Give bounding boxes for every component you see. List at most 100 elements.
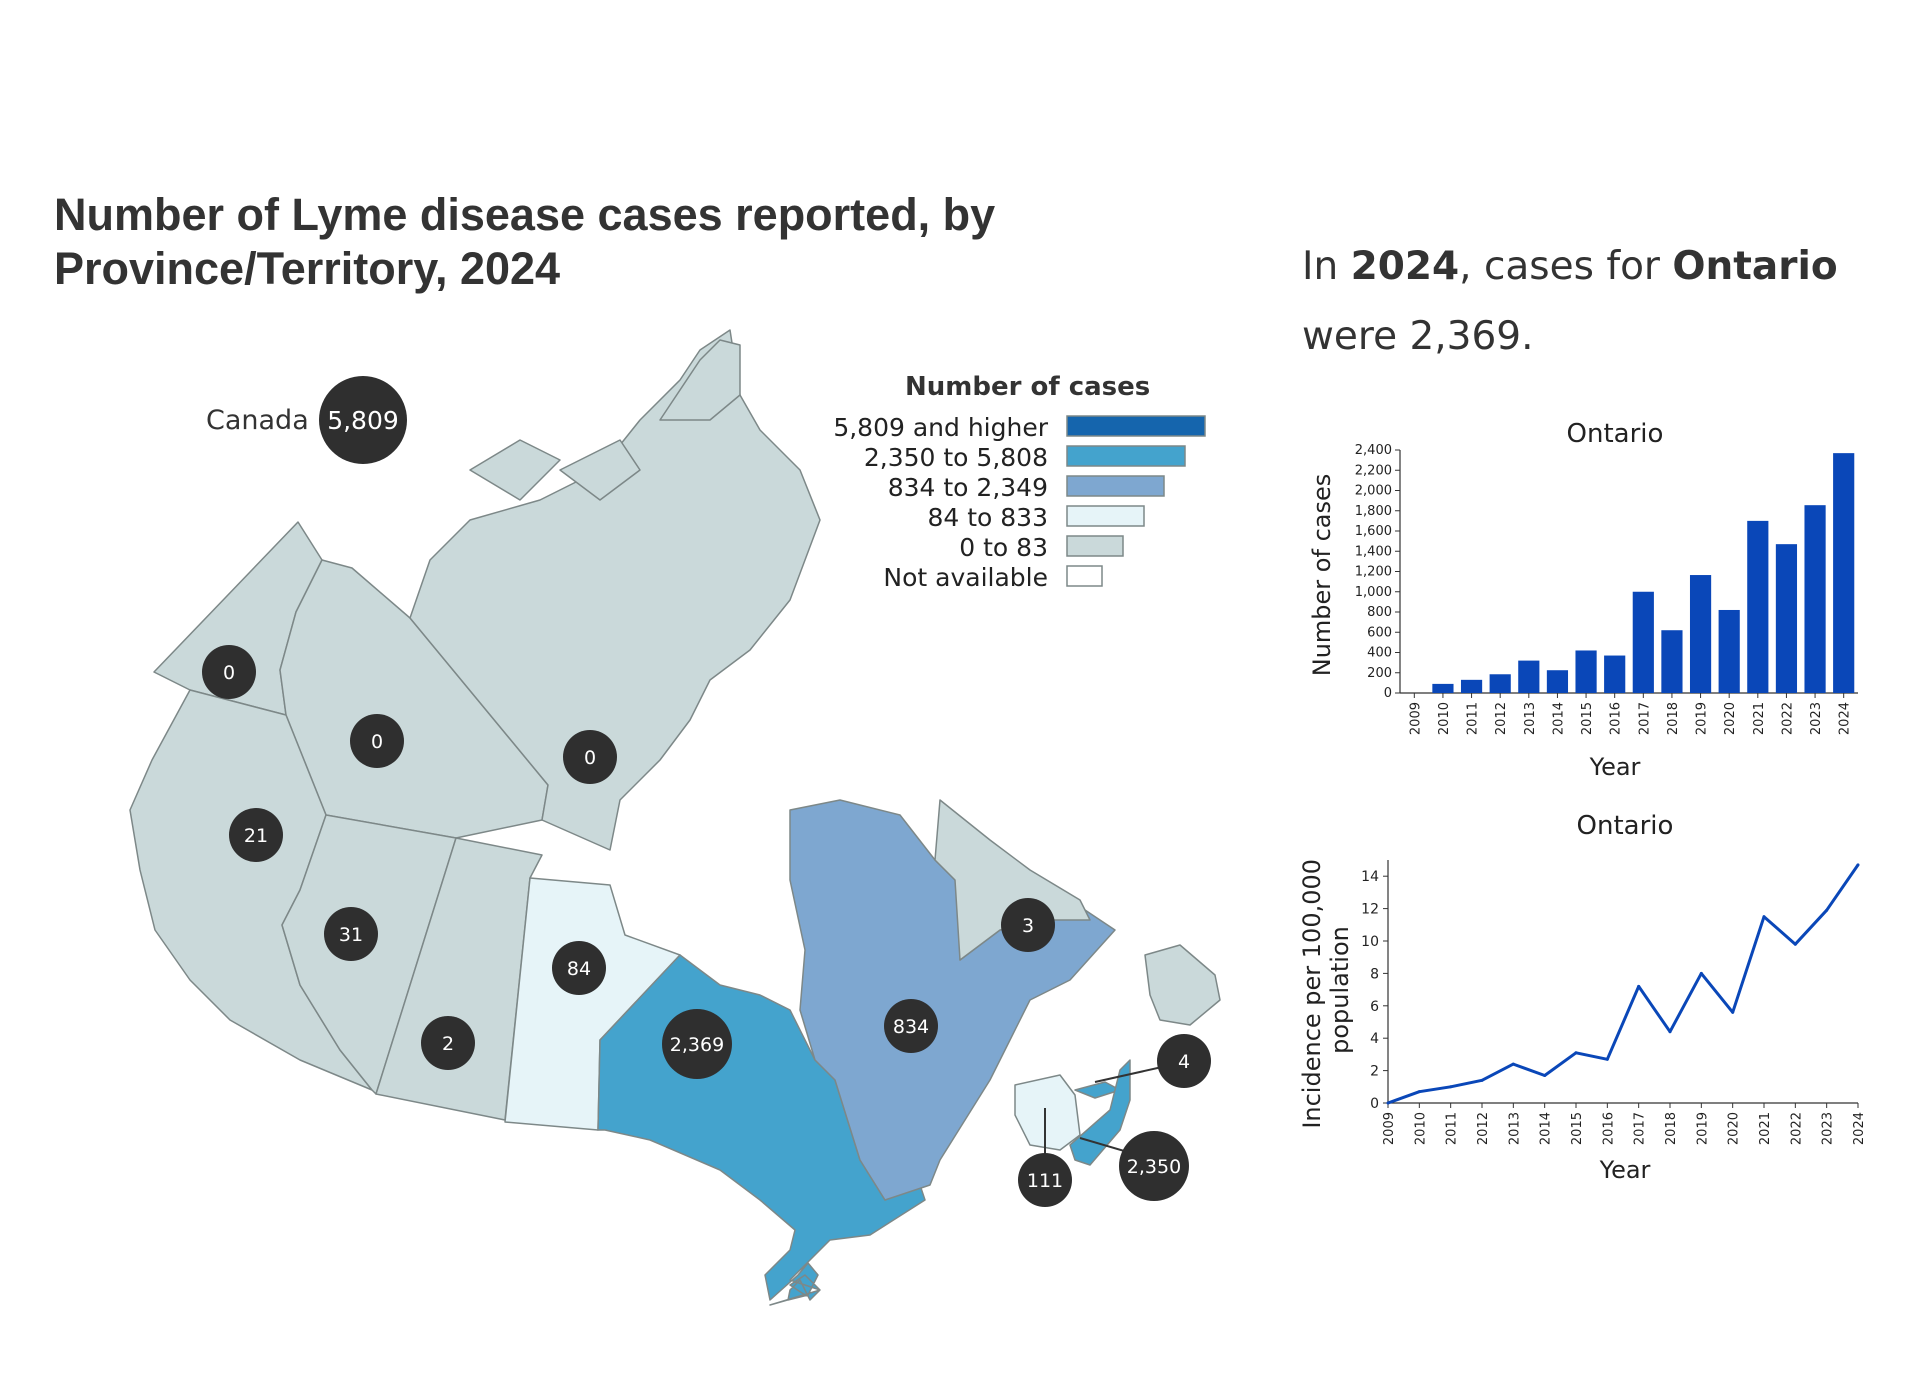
bar: [1546, 670, 1569, 693]
line-point: [1574, 1051, 1578, 1055]
region-value-marker: [421, 1016, 475, 1070]
bar: [1575, 650, 1597, 693]
line-x-tick-label: 2022: [1789, 1112, 1804, 1145]
bar-x-tick-label: 2020: [1723, 702, 1738, 735]
region-value-marker: [884, 999, 938, 1053]
line-x-tick-label: 2011: [1445, 1112, 1460, 1145]
bar-chart-xlabel: Year: [1589, 753, 1641, 781]
summary-prefix: In: [1302, 244, 1351, 289]
line-point: [1731, 1010, 1735, 1014]
bar-y-tick-label: 1,400: [1355, 544, 1392, 559]
line-series: [1387, 864, 1860, 1105]
region-value-markers: 0 0 0 21 31 2 84 2,369 834 3 4 111 2,350: [202, 645, 1211, 1207]
bar-y-tick-label: 2,200: [1355, 463, 1392, 478]
line-point: [1480, 1078, 1484, 1082]
bar: [1460, 679, 1483, 693]
bar: [1604, 655, 1626, 693]
region-value-label: 2: [442, 1033, 454, 1055]
line-point: [1637, 984, 1641, 988]
line-chart-ylabel-line1: Incidence per 100,000: [1298, 859, 1326, 1129]
region-value-marker: [1119, 1131, 1189, 1201]
bar-x-tick-label: 2019: [1695, 702, 1710, 735]
bar-x-tick-label: 2022: [1780, 702, 1795, 735]
line-x-tick-label: 2021: [1758, 1112, 1773, 1145]
line-x-tick-label: 2016: [1601, 1112, 1616, 1145]
bar: [1518, 660, 1540, 693]
legend-swatch: [1066, 415, 1206, 437]
summary-middle: , cases for: [1459, 244, 1673, 289]
line-chart-ylabel: Incidence per 100,000 population: [1298, 851, 1354, 1128]
line-point: [1511, 1062, 1515, 1066]
bar: [1804, 505, 1826, 693]
bar-chart-ontario-cases: Ontario Number of cases Year 0 200 400 600 8…: [1308, 419, 1858, 781]
bar-x-tick-label: 2015: [1580, 702, 1595, 735]
legend-swatch: [1066, 565, 1103, 587]
region-new-brunswick[interactable]: [1014, 1074, 1081, 1151]
bar-chart-ylabel: Number of cases: [1308, 474, 1336, 676]
bar-x-tick-label: 2009: [1408, 702, 1423, 735]
region-value-label: 0: [584, 747, 596, 769]
legend-title: Number of cases: [905, 372, 1150, 402]
legend-label: Not available: [883, 563, 1048, 592]
bar-y-tick-label: 1,800: [1355, 504, 1392, 519]
line-y-tick-label: 10: [1361, 934, 1379, 950]
line-y-tick-label: 2: [1370, 1064, 1379, 1080]
canada-total-value: 5,809: [327, 406, 399, 435]
bar: [1689, 575, 1712, 693]
line-x-tick-label: 2014: [1539, 1112, 1554, 1145]
line-point: [1699, 971, 1703, 975]
bar-y-tick-label: 1,200: [1355, 565, 1392, 580]
line-x-tick-label: 2010: [1413, 1112, 1428, 1145]
bar-x-tick-label: 2014: [1551, 702, 1566, 735]
summary-province: Ontario: [1672, 244, 1838, 289]
legend-label: 2,350 to 5,808: [864, 443, 1048, 472]
bar: [1632, 591, 1654, 693]
line-x-tick-label: 2017: [1633, 1112, 1648, 1145]
line-x-tick-label: 2020: [1727, 1112, 1742, 1145]
bar-x-tick-label: 2012: [1494, 702, 1509, 735]
line-point: [1793, 942, 1797, 946]
legend-label: 834 to 2,349: [888, 473, 1048, 502]
line-x-tick-label: 2012: [1476, 1112, 1491, 1145]
region-value-label: 2,350: [1127, 1156, 1181, 1178]
line-point: [1825, 908, 1829, 912]
line-x-tick-label: 2015: [1570, 1112, 1585, 1145]
canada-total: Canada 5,809: [206, 376, 407, 464]
region-value-marker: [350, 714, 404, 768]
line-x-tick-label: 2013: [1507, 1112, 1522, 1145]
region-value-label: 834: [893, 1016, 929, 1038]
region-value-label: 111: [1027, 1170, 1063, 1192]
canada-total-label: Canada: [206, 405, 309, 436]
region-value-marker: [229, 808, 283, 862]
bar-y-tick-label: 0: [1384, 686, 1392, 701]
region-value-marker: [1001, 898, 1055, 952]
summary-year: 2024: [1350, 244, 1460, 289]
bar: [1432, 683, 1454, 693]
line-point: [1856, 863, 1860, 867]
region-value-marker: [1157, 1034, 1211, 1088]
bar-y-tick-label: 2,000: [1355, 484, 1392, 499]
region-value-label: 84: [567, 958, 591, 980]
bar-y-tick-label: 400: [1367, 646, 1392, 661]
region-value-marker: [662, 1009, 732, 1079]
bar-x-tick-label: 2024: [1838, 702, 1853, 735]
region-value-marker: [552, 941, 606, 995]
region-arctic-islands[interactable]: [469, 339, 741, 501]
line-y-tick-label: 14: [1361, 869, 1379, 885]
line-x-tick-label: 2024: [1852, 1112, 1867, 1145]
line-x-tick-label: 2018: [1664, 1112, 1679, 1145]
region-value-label: 0: [371, 731, 383, 753]
bar: [1661, 630, 1683, 693]
legend-label: 5,809 and higher: [833, 413, 1048, 442]
bar: [1833, 453, 1855, 693]
line-x-tick-label: 2023: [1821, 1112, 1836, 1145]
legend-label: 0 to 83: [959, 533, 1048, 562]
bar-x-tick-label: 2023: [1809, 702, 1824, 735]
line-point: [1449, 1085, 1453, 1089]
line-point: [1386, 1101, 1390, 1105]
bar-y-tick-label: 200: [1367, 666, 1392, 681]
bar-x-tick-label: 2017: [1637, 702, 1652, 735]
legend-label: 84 to 833: [927, 503, 1048, 532]
selection-summary: In 2024, cases for Ontario were 2,369.: [1302, 232, 1862, 372]
